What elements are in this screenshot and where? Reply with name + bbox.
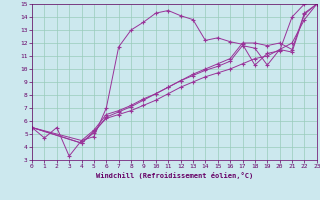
X-axis label: Windchill (Refroidissement éolien,°C): Windchill (Refroidissement éolien,°C) [96, 172, 253, 179]
